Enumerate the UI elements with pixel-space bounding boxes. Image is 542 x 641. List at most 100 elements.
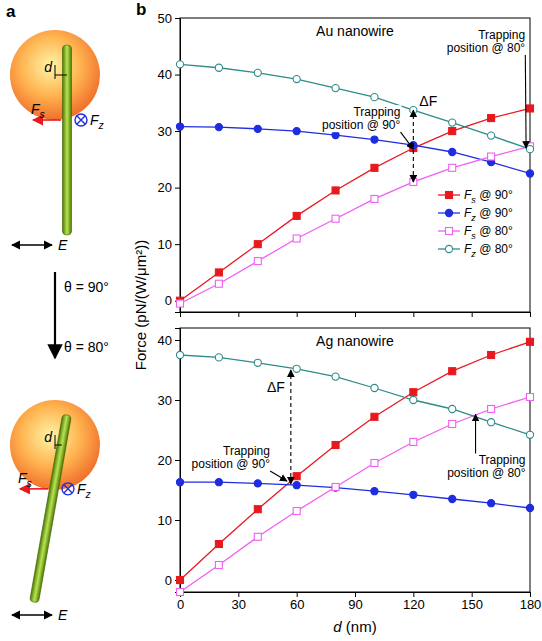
text-patch bbox=[266, 379, 286, 395]
tick-label: 120 bbox=[403, 597, 425, 612]
data-point bbox=[371, 413, 378, 420]
data-point bbox=[371, 460, 378, 467]
data-point bbox=[177, 577, 184, 584]
data-point bbox=[332, 442, 339, 449]
force-label: Fs bbox=[18, 470, 33, 489]
legend-label: Fs @ 90° bbox=[464, 188, 513, 205]
diagram: adFsFzEθ = 90°θ = 80°dFsFzE bbox=[6, 2, 109, 623]
tick-mark bbox=[175, 18, 180, 19]
text-part: position @ 90° bbox=[192, 457, 271, 471]
tick-mark bbox=[355, 312, 356, 317]
data-point bbox=[371, 94, 378, 101]
data-point bbox=[332, 215, 339, 222]
data-point bbox=[488, 132, 495, 139]
tick-mark bbox=[413, 312, 414, 317]
series-line bbox=[180, 482, 530, 508]
dimension-label: d bbox=[44, 429, 53, 445]
data-point bbox=[254, 125, 261, 132]
text-part: Trapping bbox=[353, 105, 400, 119]
data-point bbox=[177, 300, 184, 307]
delta-label: ΔF bbox=[267, 379, 285, 395]
data-point bbox=[254, 480, 261, 487]
text-part: z bbox=[85, 488, 92, 500]
data-point bbox=[215, 64, 222, 71]
delta-arrow bbox=[413, 110, 414, 182]
y-tick: 10 bbox=[158, 237, 180, 252]
data-point bbox=[215, 354, 222, 361]
plot-area bbox=[176, 61, 533, 307]
y-tick: 30 bbox=[158, 393, 180, 408]
y-axis-title: Force (pN/(W/μm²)) bbox=[132, 240, 149, 370]
y-tick: 40 bbox=[158, 67, 180, 82]
data-point bbox=[527, 105, 534, 112]
chart-title: Au nanowire bbox=[316, 23, 394, 39]
data-point bbox=[410, 396, 417, 403]
field-label: E bbox=[58, 607, 68, 623]
data-point bbox=[293, 75, 300, 82]
data-point bbox=[449, 128, 456, 135]
data-point bbox=[488, 115, 495, 122]
text-part: z bbox=[98, 119, 105, 131]
x-tick: 90 bbox=[348, 592, 362, 612]
x-tick bbox=[297, 312, 298, 317]
data-point bbox=[371, 488, 378, 495]
text-part: Trapping bbox=[223, 444, 270, 458]
text-part: E bbox=[58, 237, 68, 253]
tick-label: 150 bbox=[461, 597, 483, 612]
data-point bbox=[410, 389, 417, 396]
data-point bbox=[410, 491, 417, 498]
text-part: position @ 90° bbox=[322, 118, 401, 132]
text-part: E bbox=[58, 607, 68, 623]
tick-label: 0 bbox=[165, 573, 172, 588]
text-part: @ 80° bbox=[476, 224, 513, 238]
annotation: Trappingposition @ 80° bbox=[447, 453, 526, 480]
force-arrow bbox=[33, 119, 61, 121]
data-point bbox=[488, 352, 495, 359]
y-axis: 01020304050 bbox=[158, 11, 181, 313]
series-line bbox=[180, 397, 530, 592]
delta-arrow bbox=[290, 370, 291, 484]
text-part: d bbox=[44, 59, 53, 75]
data-point bbox=[293, 473, 300, 480]
data-point bbox=[293, 212, 300, 219]
data-point bbox=[332, 484, 339, 491]
x-tick bbox=[413, 312, 414, 317]
data-point bbox=[293, 482, 300, 489]
text-part: d bbox=[44, 429, 53, 445]
legend-marker bbox=[446, 228, 453, 235]
data-point bbox=[449, 148, 456, 155]
text-part: position @ 80° bbox=[447, 41, 526, 55]
series-line bbox=[180, 146, 530, 303]
data-point bbox=[449, 405, 456, 412]
force-label: Fs bbox=[31, 101, 46, 120]
data-point bbox=[176, 123, 183, 130]
text-part: Trapping bbox=[478, 28, 525, 42]
tick-mark bbox=[238, 312, 239, 317]
data-point bbox=[254, 533, 261, 540]
field-label: E bbox=[58, 237, 68, 253]
text-patch bbox=[191, 444, 272, 471]
dimension-label: d bbox=[44, 59, 53, 75]
force-symbol bbox=[62, 483, 74, 495]
data-point bbox=[254, 359, 261, 366]
data-point bbox=[488, 419, 495, 426]
nanowire bbox=[63, 45, 72, 235]
data-point bbox=[449, 368, 456, 375]
annotations: ΔFTrappingposition @ 90°Trappingposition… bbox=[191, 370, 527, 484]
text-part: position @ 80° bbox=[447, 466, 526, 480]
tick-mark bbox=[530, 312, 531, 317]
annotation: Trappingposition @ 90° bbox=[192, 444, 271, 471]
force-symbol bbox=[64, 485, 72, 493]
tick-label: 20 bbox=[158, 453, 172, 468]
tick-mark bbox=[472, 312, 473, 317]
x-tick bbox=[238, 312, 239, 317]
data-point bbox=[176, 351, 183, 358]
data-point bbox=[254, 506, 261, 513]
x-tick: 150 bbox=[461, 592, 483, 612]
data-point bbox=[526, 431, 533, 438]
axis-line bbox=[175, 329, 181, 593]
data-point bbox=[254, 258, 261, 265]
text-patch bbox=[446, 28, 527, 55]
tick-label: 30 bbox=[232, 597, 246, 612]
force-label: Fz bbox=[77, 481, 92, 500]
